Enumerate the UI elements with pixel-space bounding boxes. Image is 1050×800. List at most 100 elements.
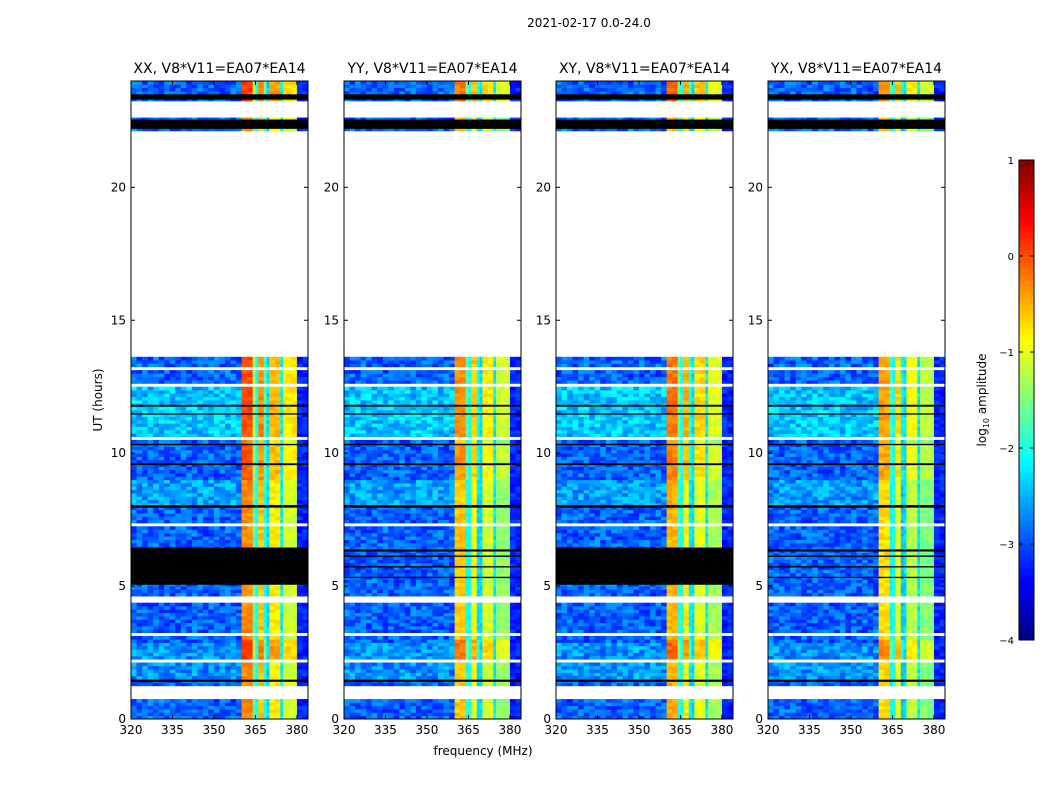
heatmap-cell xyxy=(131,459,137,464)
heatmap-cell xyxy=(147,512,154,517)
heatmap-cell xyxy=(296,376,303,381)
heatmap-cell xyxy=(482,612,489,617)
heatmap-cell xyxy=(274,675,281,680)
heatmap-cell xyxy=(274,606,281,610)
heatmap-cell xyxy=(219,433,226,437)
heatmap-cell xyxy=(202,87,209,92)
heatmap-cell xyxy=(498,705,505,710)
heatmap-cell xyxy=(158,429,165,434)
rfi-channel-cell xyxy=(266,413,270,418)
heatmap-cell xyxy=(175,433,182,437)
heatmap-cell xyxy=(509,622,516,627)
heatmap-cell xyxy=(213,469,220,474)
heatmap-cell xyxy=(180,449,187,454)
heatmap-cell xyxy=(296,433,303,437)
heatmap-cell xyxy=(393,586,400,590)
heatmap-cell xyxy=(158,526,165,530)
heatmap-cell xyxy=(164,652,171,657)
heatmap-cell xyxy=(169,87,176,92)
heatmap-cell xyxy=(344,702,350,707)
heatmap-cell xyxy=(169,416,176,421)
rfi-channel-cell xyxy=(280,406,284,411)
heatmap-cell xyxy=(471,655,478,660)
heatmap-cell xyxy=(355,635,361,640)
heatmap-cell xyxy=(471,615,478,620)
heatmap-cell xyxy=(443,592,450,597)
heatmap-cell xyxy=(247,386,254,391)
heatmap-cell xyxy=(449,699,456,703)
heatmap-cell xyxy=(180,712,187,717)
heatmap-cell xyxy=(360,649,367,653)
heatmap-cell xyxy=(426,662,433,667)
heatmap-cell xyxy=(241,532,248,537)
heatmap-cell xyxy=(438,649,444,653)
heatmap-cell xyxy=(296,665,303,670)
heatmap-cell xyxy=(202,453,209,457)
heatmap-cell xyxy=(449,702,456,707)
heatmap-cell xyxy=(191,536,198,540)
heatmap-cell xyxy=(147,672,154,677)
heatmap-cell xyxy=(191,87,198,92)
heatmap-cell xyxy=(355,609,361,614)
heatmap-cell xyxy=(421,612,428,617)
heatmap-cell xyxy=(247,360,254,364)
heatmap-cell xyxy=(258,512,265,517)
heatmap-cell xyxy=(213,406,220,411)
heatmap-cell xyxy=(460,682,467,687)
heatmap-cell xyxy=(302,376,309,381)
rfi-channel-cell xyxy=(280,81,284,85)
heatmap-cell xyxy=(355,649,361,653)
heatmap-cell xyxy=(147,117,154,122)
heatmap-cell xyxy=(230,539,237,544)
heatmap-cell xyxy=(230,509,237,514)
heatmap-cell xyxy=(136,702,143,707)
heatmap-cell xyxy=(197,606,204,610)
heatmap-cell xyxy=(131,469,137,474)
heatmap-cell xyxy=(180,496,187,501)
heatmap-cell xyxy=(269,645,276,650)
heatmap-cell xyxy=(421,602,428,607)
heatmap-cell xyxy=(164,486,171,491)
heatmap-cell xyxy=(344,675,350,680)
heatmap-cell xyxy=(432,615,439,620)
heatmap-cell xyxy=(302,699,309,703)
heatmap-cell xyxy=(219,456,226,461)
heatmap-cell xyxy=(258,539,265,544)
heatmap-cell xyxy=(296,712,303,717)
heatmap-cell xyxy=(296,469,303,474)
heatmap-cell xyxy=(164,426,171,431)
heatmap-cell xyxy=(247,586,254,590)
heatmap-cell xyxy=(169,360,176,364)
heatmap-cell xyxy=(302,373,309,378)
heatmap-cell xyxy=(493,699,500,703)
heatmap-cell xyxy=(164,702,171,707)
heatmap-cell xyxy=(230,446,237,451)
heatmap-cell xyxy=(274,356,281,361)
heatmap-cell xyxy=(158,539,165,544)
rfi-channel-cell xyxy=(255,459,259,464)
heatmap-cell xyxy=(258,532,265,537)
heatmap-cell xyxy=(382,629,389,634)
heatmap-cell xyxy=(388,569,395,574)
heatmap-cell xyxy=(147,536,154,540)
heatmap-cell xyxy=(208,642,215,647)
heatmap-cell xyxy=(175,532,182,537)
heatmap-cell xyxy=(404,606,411,610)
heatmap-cell xyxy=(180,652,187,657)
heatmap-cell xyxy=(360,672,367,677)
rfi-channel-cell xyxy=(255,516,259,521)
heatmap-cell xyxy=(197,376,204,381)
heatmap-cell xyxy=(493,682,500,687)
heatmap-cell xyxy=(169,625,176,630)
heatmap-cell xyxy=(142,483,148,487)
heatmap-cell xyxy=(269,512,276,517)
rfi-channel-cell xyxy=(255,370,259,374)
heatmap-cell xyxy=(191,516,198,521)
heatmap-cell xyxy=(247,396,254,401)
heatmap-cell xyxy=(371,675,378,680)
heatmap-cell xyxy=(285,423,292,427)
heatmap-cell xyxy=(349,629,356,634)
heatmap-cell xyxy=(285,390,292,394)
heatmap-cell xyxy=(410,589,417,594)
heatmap-cell xyxy=(219,493,226,497)
